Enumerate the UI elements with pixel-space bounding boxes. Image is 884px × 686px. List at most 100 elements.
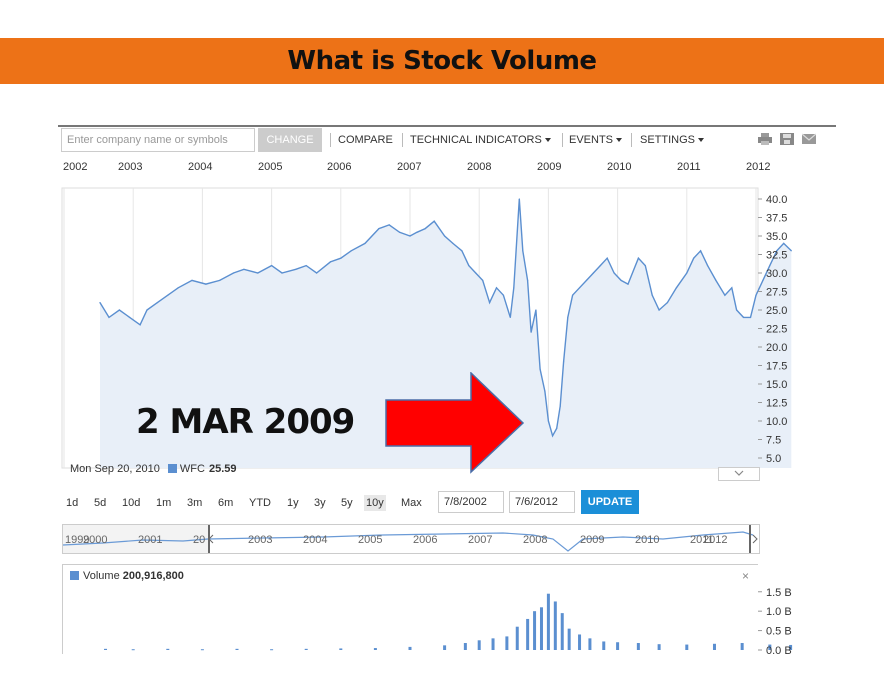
caret-down-icon	[544, 138, 551, 143]
compare-menu[interactable]: COMPARE	[338, 128, 393, 152]
price-point	[340, 257, 342, 259]
range-3m[interactable]: 3m	[187, 497, 203, 509]
nav-year-label: 20	[193, 534, 206, 546]
price-point	[482, 279, 484, 281]
expand-chart-toggle[interactable]	[718, 467, 760, 481]
volume-legend: Volume 200,916,800	[70, 570, 184, 582]
volume-y-tick-label: 1.5 B	[766, 587, 792, 599]
change-button[interactable]: CHANGE	[258, 128, 322, 152]
y-tick-label: 27.5	[766, 287, 787, 299]
nav-year-label: 2011	[690, 534, 714, 546]
symbol-search-input[interactable]: Enter company name or symbols	[61, 128, 255, 152]
volume-label: Volume	[83, 570, 120, 582]
price-point	[547, 420, 549, 422]
price-point	[666, 302, 669, 304]
chart-toolbar: Enter company name or symbols CHANGE COM…	[58, 128, 836, 154]
volume-bar	[657, 644, 661, 650]
price-point	[305, 265, 307, 267]
price-point	[424, 228, 426, 230]
volume-frame	[62, 564, 758, 654]
price-point	[409, 235, 411, 237]
price-point	[513, 287, 515, 289]
technical-indicators-menu[interactable]: TECHNICAL INDICATORS	[410, 128, 551, 152]
range-1d[interactable]: 1d	[66, 497, 79, 509]
events-menu[interactable]: EVENTS	[569, 128, 623, 152]
range-10d[interactable]: 10d	[122, 497, 141, 509]
price-readout: Mon Sep 20, 2010 WFC 25.59	[70, 463, 236, 475]
price-point	[167, 294, 169, 296]
nav-year-label: 2008	[523, 534, 548, 546]
price-point	[599, 265, 601, 267]
price-point	[749, 316, 752, 318]
nav-year-label: 2001	[138, 534, 163, 546]
range-5y[interactable]: 5y	[341, 497, 353, 509]
price-point	[731, 287, 733, 289]
price-point	[658, 309, 660, 311]
range-selector: 1d 5d 10d 1m 3m 6m YTD 1y 3y 5y 10y Max …	[58, 490, 678, 516]
price-line	[99, 198, 792, 438]
price-point	[627, 283, 629, 285]
price-point	[742, 316, 745, 318]
volume-bar	[740, 643, 744, 650]
volume-bar	[712, 643, 716, 650]
price-point	[724, 294, 726, 296]
price-point	[461, 250, 463, 252]
volume-bar	[131, 649, 135, 651]
range-3y[interactable]: 3y	[314, 497, 326, 509]
email-icon[interactable]	[802, 133, 816, 145]
price-point	[522, 250, 524, 252]
price-point	[755, 294, 757, 296]
volume-bar	[443, 645, 447, 650]
price-point	[495, 287, 498, 289]
y-tick-label: 35.0	[766, 231, 787, 243]
price-point	[315, 272, 318, 274]
price-point	[790, 250, 792, 252]
price-point	[205, 283, 207, 285]
range-1m[interactable]: 1m	[156, 497, 172, 509]
close-icon[interactable]: ×	[742, 569, 750, 583]
y-tick-label: 12.5	[766, 398, 787, 410]
price-point	[567, 316, 569, 318]
nav-year-label: 2012	[703, 534, 728, 546]
volume-bar	[505, 636, 509, 650]
price-point	[295, 268, 297, 270]
range-1y[interactable]: 1y	[287, 497, 299, 509]
volume-bar	[526, 618, 530, 650]
price-point	[257, 272, 259, 274]
toolbar-divider	[562, 133, 563, 147]
volume-bar	[789, 644, 793, 650]
price-point	[488, 302, 491, 304]
settings-menu[interactable]: SETTINGS	[640, 128, 705, 152]
time-navigator[interactable]: 1999 2000 2001 20 2003 2004 2005 2006 20…	[62, 524, 760, 554]
start-date-input[interactable]: 7/8/2002	[438, 491, 504, 513]
range-max[interactable]: Max	[401, 497, 422, 509]
price-point	[762, 279, 764, 281]
update-button[interactable]: UPDATE	[581, 490, 639, 514]
range-6m[interactable]: 6m	[218, 497, 234, 509]
print-icon[interactable]	[758, 133, 772, 145]
volume-y-tick-label: 1.0 B	[766, 606, 792, 618]
end-date-input[interactable]: 7/6/2012	[509, 491, 575, 513]
year-label: 2007	[397, 161, 422, 173]
y-tick-label: 20.0	[766, 342, 787, 354]
volume-bar	[539, 607, 543, 650]
range-5d[interactable]: 5d	[94, 497, 107, 509]
nav-year-label: 2000	[83, 534, 108, 546]
price-point	[350, 250, 352, 252]
save-icon[interactable]	[780, 133, 794, 145]
year-label: 2012	[746, 161, 771, 173]
nav-year-label: 2007	[468, 534, 493, 546]
range-10y[interactable]: 10y	[364, 495, 386, 511]
price-point	[527, 279, 529, 281]
price-point	[399, 231, 401, 233]
price-point	[606, 257, 608, 259]
y-tick-label: 40.0	[766, 194, 787, 206]
events-label: EVENTS	[569, 134, 614, 146]
price-point	[118, 309, 120, 311]
volume-panel: 1.5 B 1.0 B 0.5 B 0.0 B Volume 200,916,800 ×	[58, 564, 838, 654]
price-point	[563, 361, 565, 363]
volume-bar	[515, 626, 519, 650]
navigator-svg	[63, 525, 758, 553]
volume-bar	[567, 628, 571, 650]
range-ytd[interactable]: YTD	[249, 497, 271, 509]
